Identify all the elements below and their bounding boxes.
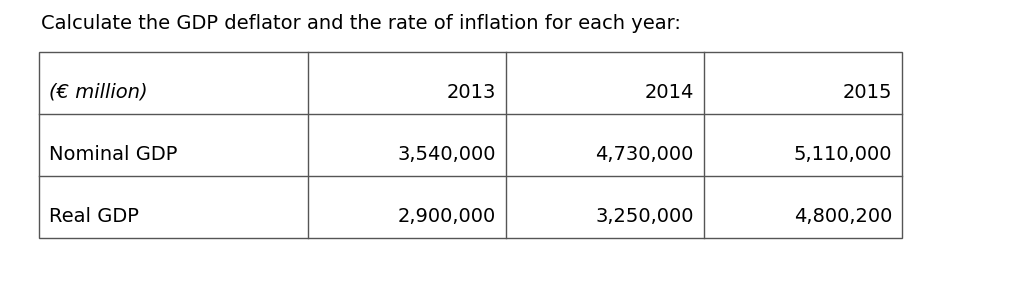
Text: Calculate the GDP deflator and the rate of inflation for each year:: Calculate the GDP deflator and the rate …: [41, 14, 681, 33]
Text: 2014: 2014: [644, 83, 694, 102]
Text: 2015: 2015: [842, 83, 892, 102]
Text: Nominal GDP: Nominal GDP: [49, 145, 177, 164]
Text: 4,730,000: 4,730,000: [595, 145, 694, 164]
Text: 2,900,000: 2,900,000: [397, 207, 496, 226]
Text: 5,110,000: 5,110,000: [793, 145, 892, 164]
Text: 2013: 2013: [446, 83, 496, 102]
Text: 4,800,200: 4,800,200: [793, 207, 892, 226]
Text: 3,250,000: 3,250,000: [595, 207, 694, 226]
Text: 3,540,000: 3,540,000: [397, 145, 496, 164]
Text: Real GDP: Real GDP: [49, 207, 138, 226]
Text: (€ million): (€ million): [49, 83, 147, 102]
